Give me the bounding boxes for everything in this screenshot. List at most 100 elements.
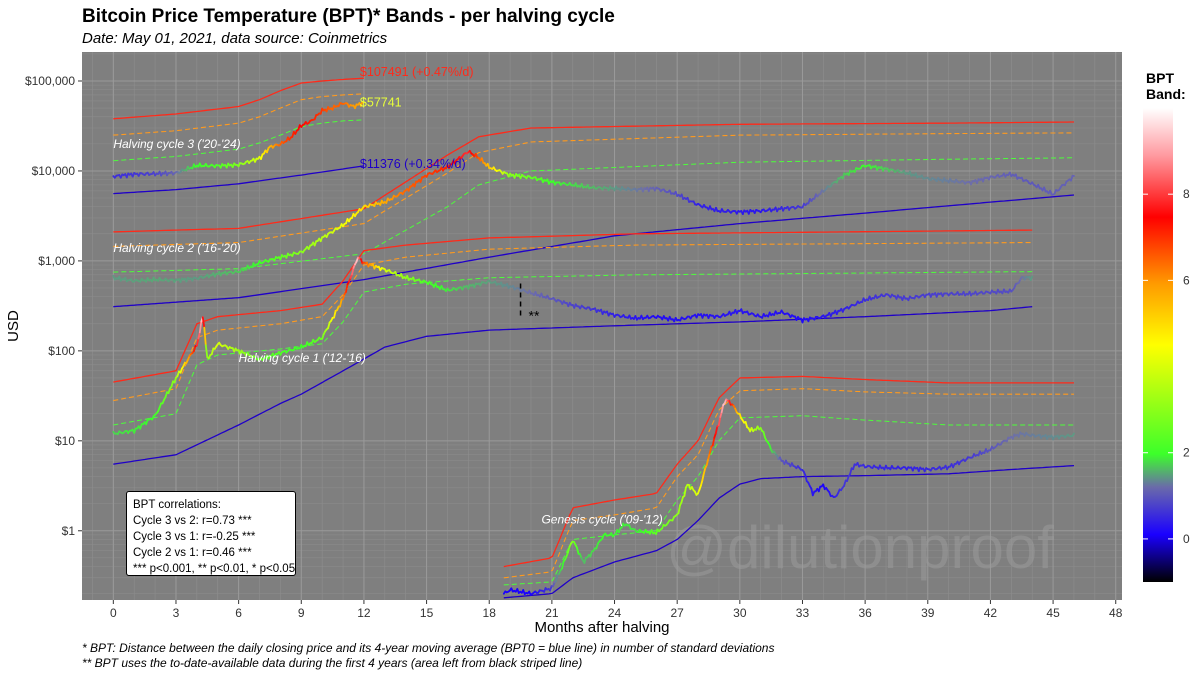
bpt0-line [113, 165, 364, 195]
x-tick-label: 9 [298, 606, 305, 620]
price-segment [843, 479, 847, 487]
price-segment [195, 337, 200, 347]
x-tick-label: 27 [671, 606, 685, 620]
price-segment [210, 347, 215, 356]
legend-title-line2: Band: [1146, 86, 1186, 102]
correlations-box: BPT correlations: Cycle 3 vs 2: r=0.73 *… [126, 491, 296, 576]
price-segment [197, 331, 201, 340]
band-orange-line [113, 93, 364, 136]
price-segment [327, 321, 331, 330]
x-tick-label: 18 [483, 606, 497, 620]
correlation-line: *** p<0.001, ** p<0.01, * p<0.05 [133, 563, 296, 575]
price-segment [333, 309, 337, 319]
band-upper-line [113, 229, 1033, 383]
footnote-striped: ** BPT uses the to-date-available data d… [82, 656, 583, 670]
price-segment [705, 457, 710, 466]
x-tick-label: 12 [357, 606, 371, 620]
bpt0-line [113, 194, 1075, 308]
band-orange-line [113, 241, 1033, 402]
price-segment [677, 504, 681, 515]
price-segment [762, 431, 766, 439]
x-tick-label: 24 [608, 606, 622, 620]
price-segment [707, 452, 711, 460]
price-segment [555, 573, 559, 583]
price-segment [339, 298, 343, 308]
band-green-line [113, 119, 364, 162]
legend-tick-label: 8 [1183, 187, 1190, 201]
correlation-line: Cycle 2 vs 1: r=0.46 *** [133, 547, 252, 559]
x-tick-label: 45 [1046, 606, 1060, 620]
price-segment [567, 545, 571, 554]
x-tick-label: 36 [858, 606, 872, 620]
footnote-bpt: * BPT: Distance between the daily closin… [82, 641, 775, 655]
bpt0-value-label: $11376 (+0.34%/d) [360, 157, 466, 171]
x-tick-label: 15 [420, 606, 434, 620]
page-title: Bitcoin Price Temperature (BPT)* Bands -… [82, 6, 615, 27]
band-upper-line [113, 121, 1074, 233]
bpt0-line [503, 464, 1075, 599]
band-orange-line [113, 132, 1074, 247]
band-green-line [113, 157, 1074, 273]
x-tick-label: 33 [796, 606, 810, 620]
y-tick-label: $1 [62, 524, 76, 538]
price-segment [714, 425, 719, 435]
upper-value-label: $107491 (+0.47%/d) [360, 65, 474, 79]
cycle-label: Halving cycle 3 ('20-'24) [113, 137, 240, 151]
page-subtitle: Date: May 01, 2021, data source: Coinmet… [82, 30, 388, 47]
current-price-label: $57741 [360, 95, 402, 109]
x-tick-label: 6 [235, 606, 242, 620]
x-tick-label: 21 [545, 606, 559, 620]
price-segment [711, 436, 716, 447]
band-green-line [503, 415, 1074, 586]
price-segment [361, 101, 365, 104]
band-upper-line [503, 375, 1074, 568]
price-segment [804, 474, 808, 483]
watermark-text: @dilutionproof [666, 514, 1054, 581]
correlation-line: Cycle 3 vs 1: r=-0.25 *** [133, 531, 256, 543]
price-segment [198, 320, 203, 334]
price-segment [708, 445, 713, 455]
price-segment [717, 416, 722, 427]
x-tick-label: 30 [733, 606, 747, 620]
x-tick-label: 0 [110, 606, 117, 620]
legend-title: BPT Band: [1146, 70, 1186, 102]
price-segment [576, 546, 580, 555]
price-segment [720, 404, 725, 414]
x-tick-label: 42 [984, 606, 998, 620]
x-tick-label: 39 [921, 606, 935, 620]
bpt0-line [113, 306, 1033, 465]
y-tick-label: $1,000 [38, 254, 75, 268]
price-segment [1029, 275, 1034, 282]
price-segment [345, 283, 349, 293]
price-segment [702, 466, 707, 475]
price-segment [683, 486, 687, 497]
y-tick-label: $10,000 [32, 164, 76, 178]
price-segment [351, 266, 355, 276]
legend-tick-label: 2 [1183, 446, 1190, 460]
price-segment [203, 326, 207, 347]
cycle-label: Halving cycle 1 ('12-'16) [239, 351, 366, 365]
x-tick-label: 3 [173, 606, 180, 620]
legend-title-line1: BPT [1146, 70, 1174, 86]
x-axis-title: Months after halving [534, 619, 669, 636]
y-tick-label: $100 [48, 344, 75, 358]
legend-tick-label: 6 [1183, 273, 1190, 287]
price-segment [744, 420, 748, 429]
y-axis-title: USD [5, 310, 22, 342]
cycle-label: Halving cycle 2 ('16-'20) [113, 241, 240, 255]
y-tick-label: $10 [55, 434, 75, 448]
band-green-line [113, 271, 1033, 426]
price-segment [204, 344, 209, 359]
correlation-line: Cycle 3 vs 2: r=0.73 *** [133, 515, 252, 527]
cycle-label: Genesis cycle ('09-'12) [541, 513, 662, 527]
price-segment [583, 556, 587, 564]
band-orange-line [503, 388, 1074, 579]
y-tick-label: $100,000 [25, 74, 75, 88]
band-upper-line [113, 77, 364, 120]
striped-marker-label: ** [529, 308, 540, 324]
correlations-heading: BPT correlations: [133, 499, 221, 511]
x-tick-label: 48 [1109, 606, 1123, 620]
price-segment [701, 472, 705, 482]
legend-tick-label: 0 [1183, 532, 1190, 546]
price-segment [561, 560, 565, 570]
